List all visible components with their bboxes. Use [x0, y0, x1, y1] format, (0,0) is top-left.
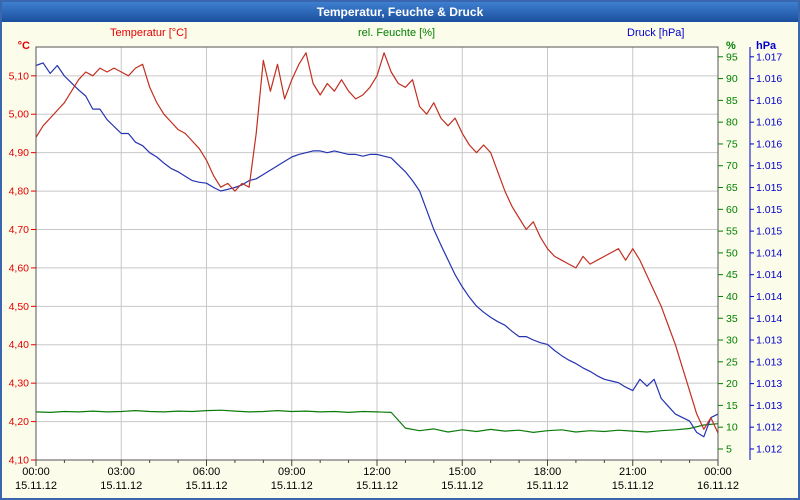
legend-temperature-label: Temperatur [°C]	[110, 27, 188, 39]
pressure-axis-tick-label: 1.014	[756, 269, 782, 281]
humidity-axis-tick-label: 75	[726, 138, 738, 150]
pressure-axis-tick-label: 1.016	[756, 138, 782, 150]
temp-axis-tick-label: 4,70	[9, 224, 30, 236]
time-axis-label: 15:00	[448, 466, 476, 478]
humidity-axis-tick-label: 35	[726, 313, 738, 325]
humidity-axis-tick-label: 95	[726, 51, 738, 63]
pressure-axis-tick-label: 1.013	[756, 400, 782, 412]
date-axis-label: 15.11.12	[612, 480, 654, 492]
date-axis-label: 15.11.12	[100, 480, 142, 492]
window-title: Temperatur, Feuchte & Druck	[2, 2, 798, 22]
pressure-axis-tick-label: 1.015	[756, 182, 782, 194]
date-axis-label: 15.11.12	[15, 480, 57, 492]
pressure-axis-tick-label: 1.014	[756, 291, 782, 303]
date-axis-label: 15.11.12	[441, 480, 483, 492]
pressure-line	[35, 62, 719, 438]
humidity-axis-tick-label: 40	[726, 291, 738, 303]
humidity-axis-tick-label: 55	[726, 226, 738, 238]
time-axis-label: 12:00	[363, 466, 391, 478]
humidity-axis-tick-label: 50	[726, 247, 738, 259]
temp-axis-tick-label: 4,40	[9, 339, 30, 351]
temp-axis-tick-label: 4,80	[9, 186, 30, 198]
humidity-axis-tick-label: 85	[726, 95, 738, 107]
time-axis-label: 00:00	[704, 466, 732, 478]
date-axis-label: 15.11.12	[185, 480, 227, 492]
time-axis-label: 03:00	[107, 466, 135, 478]
pressure-axis-unit: hPa	[756, 40, 777, 52]
date-axis-label: 15.11.12	[271, 480, 313, 492]
temp-axis-unit: °C	[18, 40, 30, 52]
humidity-axis-unit: %	[726, 40, 736, 52]
pressure-axis-tick-label: 1.016	[756, 95, 782, 107]
temp-axis-tick-label: 5,10	[9, 70, 30, 82]
humidity-axis-tick-label: 25	[726, 356, 738, 368]
legend-humidity-label: rel. Feuchte [%]	[358, 27, 436, 39]
temp-axis-tick-label: 4,60	[9, 262, 30, 274]
temp-axis-tick-label: 5,00	[9, 109, 30, 121]
pressure-axis-tick-label: 1.016	[756, 73, 782, 85]
pressure-axis-tick-label: 1.015	[756, 160, 782, 172]
humidity-axis-tick-label: 70	[726, 160, 738, 172]
pressure-axis-tick-label: 1.013	[756, 356, 782, 368]
pressure-axis-tick-label: 1.014	[756, 247, 782, 259]
humidity-axis-tick-label: 10	[726, 422, 738, 434]
temp-axis-tick-label: 4,50	[9, 301, 30, 313]
pressure-axis-tick-label: 1.015	[756, 226, 782, 238]
pressure-axis-tick-label: 1.012	[756, 422, 782, 434]
temp-axis-tick-label: 4,10	[9, 455, 30, 467]
temp-axis-tick-label: 4,30	[9, 378, 30, 390]
humidity-axis-tick-label: 15	[726, 400, 738, 412]
pressure-axis-tick-label: 1.016	[756, 117, 782, 129]
temp-axis-tick-label: 4,90	[9, 147, 30, 159]
humidity-axis-tick-label: 30	[726, 335, 738, 347]
humidity-axis-tick-label: 80	[726, 117, 738, 129]
date-axis-label: 16.11.12	[697, 480, 739, 492]
time-axis-label: 18:00	[534, 466, 562, 478]
legend-pressure-label: Druck [hPa]	[627, 27, 685, 39]
temp-axis-tick-label: 4,20	[9, 416, 30, 428]
pressure-axis-tick-label: 1.015	[756, 204, 782, 216]
date-axis-label: 15.11.12	[526, 480, 568, 492]
time-axis-label: 00:00	[22, 466, 50, 478]
humidity-axis-tick-label: 5	[726, 443, 732, 455]
pressure-axis-tick-label: 1.014	[756, 313, 782, 325]
time-axis-label: 09:00	[278, 466, 306, 478]
humidity-axis-tick-label: 20	[726, 378, 738, 390]
humidity-axis-tick-label: 90	[726, 73, 738, 85]
pressure-axis-tick-label: 1.012	[756, 443, 782, 455]
time-axis-label: 06:00	[193, 466, 221, 478]
pressure-axis-tick-label: 1.013	[756, 335, 782, 347]
temperature-line	[35, 52, 719, 434]
pressure-axis-tick-label: 1.017	[756, 51, 782, 63]
humidity-axis-tick-label: 65	[726, 182, 738, 194]
humidity-axis-tick-label: 45	[726, 269, 738, 281]
time-axis-label: 21:00	[619, 466, 647, 478]
humidity-axis-tick-label: 60	[726, 204, 738, 216]
pressure-axis-tick-label: 1.013	[756, 378, 782, 390]
date-axis-label: 15.11.12	[356, 480, 398, 492]
humidity-line	[35, 409, 719, 433]
